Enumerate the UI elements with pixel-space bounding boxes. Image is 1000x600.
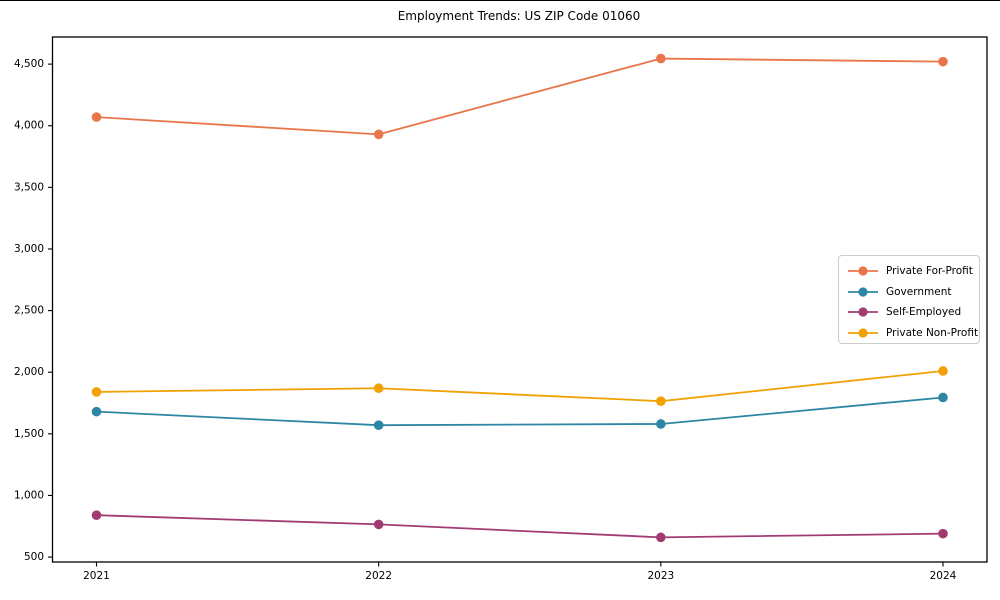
data-point-self-employed — [656, 532, 666, 543]
figure-top-border — [0, 0, 1000, 1]
data-point-government — [938, 392, 948, 403]
y-tick-label: 2,500 — [14, 305, 44, 317]
series-line-private-for-profit — [96, 57, 944, 136]
data-point-government — [91, 406, 102, 417]
axes-frame — [51, 36, 988, 563]
data-point-private-non-profit — [656, 396, 666, 406]
data-point-private-non-profit — [373, 383, 384, 394]
data-point-private-for-profit — [656, 53, 666, 64]
x-tick-label: 2021 — [83, 570, 110, 582]
legend-line-marker-icon — [848, 328, 878, 338]
y-tick-label: 2,000 — [14, 366, 44, 378]
data-point-government — [656, 419, 666, 429]
data-point-private-for-profit — [91, 112, 102, 122]
data-point-self-employed — [91, 510, 102, 520]
data-point-private-for-profit — [938, 56, 948, 67]
y-tick-label: 4,500 — [14, 58, 44, 70]
legend-item-self-employed: Self-Employed — [847, 302, 979, 322]
x-tick-label: 2022 — [365, 570, 392, 582]
series-line-private-non-profit — [96, 370, 944, 403]
data-point-private-non-profit — [91, 387, 102, 397]
x-tick-label: 2024 — [930, 570, 957, 582]
data-point-private-non-profit — [938, 366, 948, 376]
data-point-self-employed — [373, 519, 384, 530]
y-tick-label: 3,500 — [14, 181, 44, 193]
legend-item-private-non-profit: Private Non-Profit — [847, 323, 979, 343]
series-line-government — [96, 396, 944, 427]
data-point-private-for-profit — [373, 129, 384, 140]
data-point-self-employed — [938, 528, 948, 539]
legend-item-government: Government — [847, 282, 979, 302]
legend: Private For-Profit Government Self-Employe… — [838, 255, 980, 344]
legend-label: Self-Employed — [886, 306, 962, 319]
x-tick-label: 2023 — [647, 570, 674, 582]
legend-label: Private For-Profit — [886, 265, 973, 278]
legend-item-private-for-profit: Private For-Profit — [847, 261, 979, 281]
legend-label: Private Non-Profit — [886, 326, 979, 339]
legend-label: Government — [886, 285, 952, 298]
y-tick-label: 1,000 — [14, 489, 44, 501]
series-line-self-employed — [96, 514, 944, 539]
y-tick-label: 3,000 — [14, 243, 44, 255]
chart-title: Employment Trends: US ZIP Code 01060 — [398, 9, 641, 23]
y-tick-label: 4,000 — [14, 120, 44, 132]
y-tick-label: 500 — [24, 551, 44, 563]
y-tick-label: 1,500 — [14, 428, 44, 440]
legend-line-marker-icon — [848, 266, 878, 276]
legend-line-marker-icon — [848, 287, 878, 297]
legend-line-marker-icon — [848, 307, 878, 317]
data-point-government — [373, 420, 384, 431]
